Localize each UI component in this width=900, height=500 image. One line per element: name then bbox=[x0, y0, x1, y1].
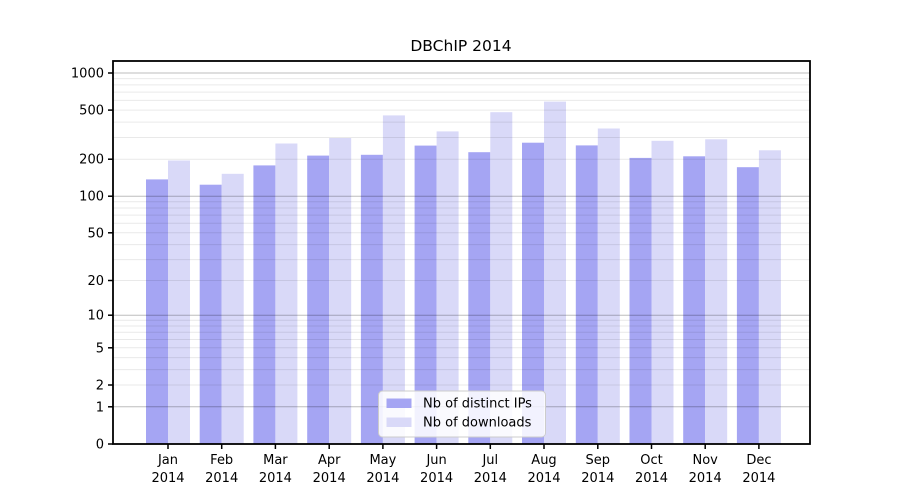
y-tick-label-5: 5 bbox=[96, 341, 104, 356]
chart-title: DBChIP 2014 bbox=[410, 37, 511, 55]
y-tick-label-10: 10 bbox=[87, 309, 104, 324]
plot-border bbox=[112, 60, 811, 445]
bar-downloads-apr bbox=[329, 138, 352, 444]
bar-ips-apr bbox=[307, 155, 330, 444]
legend-label-downloads: Nb of downloads bbox=[423, 416, 532, 431]
bar-ips-aug bbox=[522, 142, 544, 444]
x-tick-label-feb: Feb 2014 bbox=[205, 453, 238, 486]
bar-ips-oct bbox=[629, 157, 652, 444]
y-tick-label-1000: 1000 bbox=[71, 67, 104, 82]
x-tick-label-sep: Sep 2014 bbox=[581, 453, 614, 486]
x-tick-label-dec: Dec 2014 bbox=[742, 453, 775, 486]
bar-downloads-oct bbox=[651, 140, 674, 445]
bar-downloads-mar bbox=[275, 143, 298, 444]
bar-ips-dec bbox=[736, 167, 759, 444]
x-tick-label-jun: Jun 2014 bbox=[420, 453, 453, 486]
y-tick-label-0: 0 bbox=[96, 438, 104, 453]
bar-ips-sep bbox=[575, 145, 598, 444]
y-tick-label-200: 200 bbox=[79, 153, 104, 168]
x-tick-label-aug: Aug 2014 bbox=[527, 453, 560, 486]
x-tick-label-jul: Jul 2014 bbox=[474, 453, 507, 486]
y-tick-label-100: 100 bbox=[79, 190, 104, 205]
bar-downloads-nov bbox=[705, 139, 728, 445]
legend-label-distinct-ips: Nb of distinct IPs bbox=[423, 397, 532, 412]
legend: Nb of distinct IPs Nb of downloads bbox=[378, 390, 546, 438]
bar-ips-jun bbox=[414, 145, 437, 444]
bar-downloads-dec bbox=[758, 150, 781, 445]
x-tick-label-mar: Mar 2014 bbox=[259, 453, 292, 486]
legend-box bbox=[378, 390, 546, 438]
bar-ips-mar bbox=[253, 165, 276, 444]
x-tick-label-oct: Oct 2014 bbox=[635, 453, 668, 486]
bar-downloads-may bbox=[382, 115, 405, 445]
legend-swatch-downloads bbox=[386, 417, 412, 427]
y-tick-label-2: 2 bbox=[96, 379, 104, 394]
grid-layer bbox=[113, 72, 810, 408]
bar-ips-jul bbox=[468, 152, 491, 444]
legend-swatch-distinct-ips bbox=[386, 398, 412, 408]
bar-downloads-feb bbox=[221, 173, 244, 445]
bar-ips-may bbox=[360, 154, 383, 445]
bar-downloads-jul bbox=[490, 112, 513, 444]
bar-downloads-aug bbox=[544, 101, 566, 444]
bars-layer bbox=[146, 101, 781, 445]
y-tick-label-20: 20 bbox=[87, 274, 104, 289]
y-tick-label-500: 500 bbox=[79, 104, 104, 119]
bar-downloads-jan bbox=[168, 160, 190, 444]
x-tick-label-apr: Apr 2014 bbox=[313, 453, 346, 486]
y-tick-label-1: 1 bbox=[96, 400, 104, 415]
bar-downloads-sep bbox=[597, 128, 620, 444]
x-tick-label-may: May 2014 bbox=[366, 453, 399, 486]
bar-ips-jan bbox=[146, 179, 168, 444]
x-tick-label-jan: Jan 2014 bbox=[151, 453, 184, 486]
bar-ips-nov bbox=[683, 156, 706, 445]
bar-downloads-jun bbox=[436, 131, 459, 444]
y-tick-label-50: 50 bbox=[87, 226, 104, 241]
x-tick-label-nov: Nov 2014 bbox=[689, 453, 722, 486]
bar-ips-feb bbox=[199, 184, 222, 444]
